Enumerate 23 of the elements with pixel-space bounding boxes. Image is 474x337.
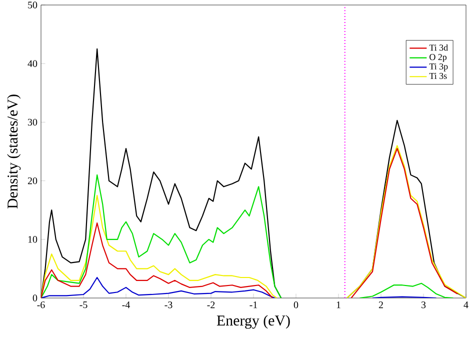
x-tick-label: -5 — [80, 302, 88, 308]
x-tick-label: 1 — [336, 302, 340, 308]
y-tick-label: 0 — [32, 294, 38, 302]
legend-label: O 2p — [430, 54, 447, 62]
x-axis-title: Energy (eV) — [216, 315, 290, 329]
legend-label: Ti 3s — [429, 72, 447, 79]
x-tick-label: -6 — [37, 302, 45, 308]
x-tick-label: -2 — [207, 302, 215, 308]
y-tick-label: 10 — [28, 236, 38, 243]
y-axis-title: Density (states/eV) — [7, 94, 21, 209]
legend-label: Ti 3d — [429, 44, 448, 51]
y-tick-label: 30 — [28, 118, 38, 126]
y-tick-label: 50 — [28, 2, 38, 8]
y-tick-label: 40 — [28, 60, 38, 67]
x-tick-label: 4 — [464, 302, 468, 308]
x-tick-label: 0 — [294, 302, 298, 308]
legend-label: Ti 3p — [429, 63, 448, 72]
x-tick-label: 3 — [421, 302, 426, 308]
x-tick-label: 2 — [378, 302, 383, 308]
x-tick-label: -3 — [164, 302, 172, 308]
x-tick-label: -1 — [250, 302, 258, 308]
y-tick-label: 20 — [28, 177, 38, 184]
x-tick-label: -4 — [122, 302, 130, 308]
